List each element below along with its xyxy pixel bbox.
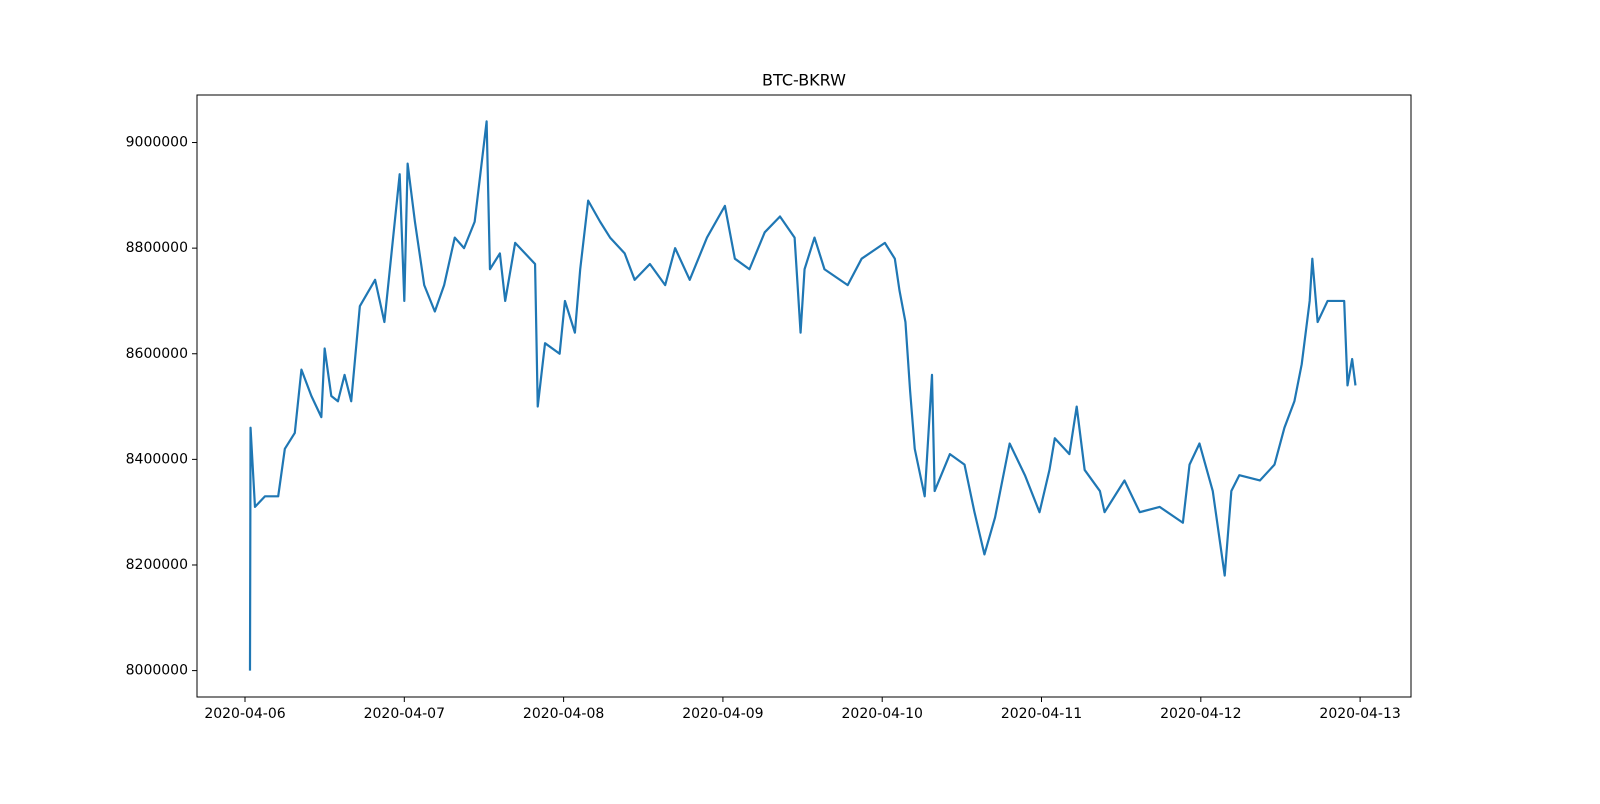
y-tick-label: 9000000: [126, 135, 188, 151]
y-tick-label: 8200000: [126, 557, 188, 573]
x-tick-label: 2020-04-06: [204, 706, 285, 722]
x-tick-label: 2020-04-07: [364, 706, 445, 722]
y-tick-label: 8800000: [126, 240, 188, 256]
price-line: [248, 120, 1357, 671]
x-tick-label: 2020-04-12: [1160, 706, 1241, 722]
y-tick-label: 8000000: [126, 663, 188, 679]
y-tick-label: 8400000: [126, 451, 188, 467]
x-tick-label: 2020-04-11: [1001, 706, 1082, 722]
chart-title: BTC-BKRW: [762, 71, 846, 90]
x-tick-label: 2020-04-08: [523, 706, 604, 722]
x-tick-label: 2020-04-13: [1319, 706, 1400, 722]
x-tick-label: 2020-04-10: [842, 706, 923, 722]
x-tick-label: 2020-04-09: [682, 706, 763, 722]
plot-frame: [196, 94, 1412, 698]
y-tick-label: 8600000: [126, 346, 188, 362]
